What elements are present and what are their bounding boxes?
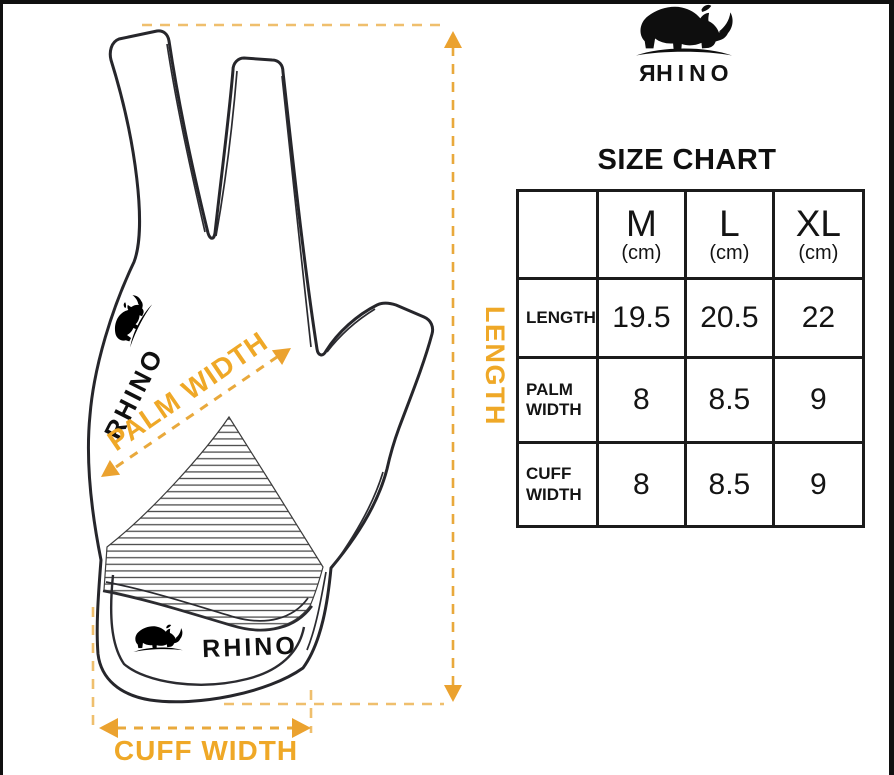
frame-bar-left [0, 0, 3, 775]
length-m-value: 19.5 [612, 301, 671, 334]
col-m-unit: (cm) [621, 242, 662, 264]
row-label-length: LENGTH [526, 307, 596, 327]
length-xl-value: 22 [801, 301, 836, 334]
cuff-logo-text: RHINO [202, 632, 298, 663]
col-l-unit: (cm) [709, 242, 750, 264]
glove-drawing: RHINO RHINO LENGTH PALM WIDTH [86, 23, 510, 766]
row-label-palm-width: PALM WIDTH [526, 379, 582, 419]
palm-width-arrow-right [271, 348, 291, 366]
length-arrow-down [444, 685, 462, 702]
cuff-right-fold-seam [306, 571, 327, 651]
cuff-width-label: CUFF WIDTH [114, 735, 298, 766]
palm-xl-value: 9 [810, 383, 827, 416]
cuff-xl-value: 9 [810, 467, 827, 501]
length-l-value: 20.5 [700, 301, 759, 334]
brand-wordmark-r: R [634, 60, 657, 86]
brand-rhino-mark [636, 4, 733, 56]
finger-seam-2 [215, 70, 238, 237]
side-seam [332, 471, 384, 567]
brand-logo: RHINO [598, 2, 770, 87]
finger-seam-4 [326, 308, 376, 353]
cuff-logo: RHINO [132, 624, 298, 663]
brand-wordmark: RHINO [598, 60, 770, 87]
cuff-top-seam-inner [105, 581, 309, 622]
cuff-m-value: 8 [633, 467, 650, 501]
row-label-cuff-width: CUFF WIDTH [526, 464, 582, 504]
col-header-xl: XL (cm) [771, 189, 865, 280]
col-xl-unit: (cm) [798, 242, 839, 264]
table-row-cuff-width: CUFF WIDTH 8 8.5 9 [516, 441, 865, 528]
frame-bar-right [889, 0, 894, 775]
table-row-length: LENGTH 19.5 20.5 22 [516, 277, 865, 359]
brand-wordmark-rest: HINO [656, 60, 734, 86]
frame-bar-top [0, 0, 894, 4]
length-arrow-up [444, 31, 462, 48]
finger-seam-3 [281, 75, 312, 348]
finger-seam-1 [166, 43, 206, 233]
col-m-label: M [625, 203, 657, 244]
cuff-top-seam [102, 589, 313, 632]
col-header-l: L (cm) [683, 189, 775, 280]
size-chart-table: M (cm) L (cm) XL (cm) LENGTH 19.5 20.5 2… [516, 189, 865, 528]
cuff-width-arrow-right [292, 718, 311, 738]
cuff-inner-band [109, 574, 306, 686]
cuff-width-arrow-left [99, 718, 118, 738]
col-l-label: L [719, 203, 740, 244]
cuff-l-value: 8.5 [708, 467, 751, 501]
palm-width-arrow-left [101, 459, 121, 477]
palm-m-value: 8 [633, 383, 650, 416]
col-xl-label: XL [795, 203, 842, 244]
length-label: LENGTH [480, 306, 510, 426]
corner-cell [516, 189, 599, 280]
col-header-m: M (cm) [595, 189, 687, 280]
size-chart-title: SIZE CHART [597, 144, 777, 176]
size-chart-header-row: M (cm) L (cm) XL (cm) [516, 189, 865, 280]
palm-l-value: 8.5 [708, 383, 751, 416]
table-row-palm-width: PALM WIDTH 8 8.5 9 [516, 356, 865, 444]
